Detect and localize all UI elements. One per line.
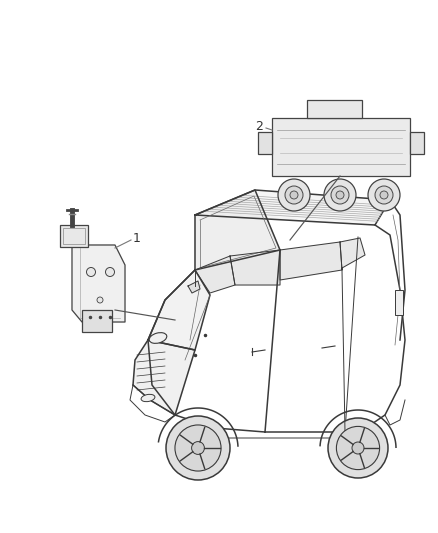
FancyBboxPatch shape — [410, 132, 424, 154]
Polygon shape — [188, 281, 200, 293]
FancyBboxPatch shape — [82, 310, 112, 332]
Polygon shape — [280, 242, 342, 280]
Circle shape — [331, 186, 349, 204]
Polygon shape — [133, 340, 195, 415]
Circle shape — [336, 191, 344, 199]
Text: 2: 2 — [255, 120, 263, 133]
Circle shape — [106, 268, 114, 277]
Polygon shape — [230, 250, 280, 285]
Circle shape — [368, 179, 400, 211]
Circle shape — [324, 179, 356, 211]
Circle shape — [86, 268, 95, 277]
FancyBboxPatch shape — [307, 100, 362, 118]
Polygon shape — [340, 238, 365, 270]
Polygon shape — [72, 245, 125, 322]
Text: 1: 1 — [133, 231, 141, 245]
Circle shape — [97, 297, 103, 303]
Circle shape — [375, 186, 393, 204]
Ellipse shape — [141, 394, 155, 402]
Polygon shape — [195, 256, 235, 293]
Circle shape — [285, 186, 303, 204]
Circle shape — [328, 418, 388, 478]
FancyBboxPatch shape — [258, 132, 272, 154]
Polygon shape — [195, 190, 390, 225]
Circle shape — [278, 179, 310, 211]
Circle shape — [380, 191, 388, 199]
Circle shape — [336, 426, 380, 470]
Polygon shape — [195, 190, 280, 270]
Circle shape — [352, 442, 364, 454]
Polygon shape — [148, 270, 210, 350]
Circle shape — [166, 416, 230, 480]
FancyBboxPatch shape — [272, 118, 410, 176]
Circle shape — [175, 425, 221, 471]
FancyBboxPatch shape — [395, 290, 403, 315]
Circle shape — [290, 191, 298, 199]
Circle shape — [191, 442, 205, 455]
FancyBboxPatch shape — [60, 225, 88, 247]
Ellipse shape — [149, 333, 167, 343]
